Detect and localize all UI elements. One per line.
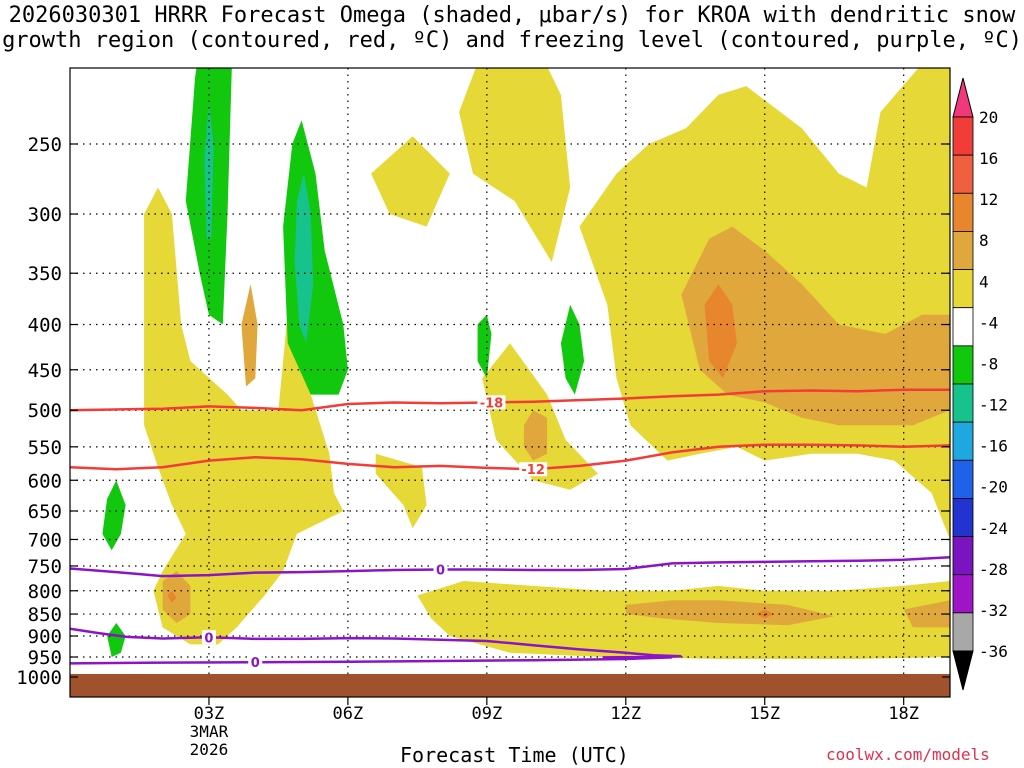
colorbar-swatch-5 <box>952 269 974 309</box>
omega-region-8 <box>162 571 191 623</box>
freezing-level-label-bg-1 <box>201 630 216 645</box>
omega-region-15 <box>167 590 177 603</box>
colorbar-swatch-9 <box>952 421 974 461</box>
colorbar-swatch-11 <box>952 498 974 537</box>
x-tick-label-12Z: 12Z <box>610 704 641 724</box>
colorbar-swatch-6 <box>952 307 974 347</box>
y-tick-label-300: 300 <box>28 204 62 226</box>
colorbar-swatch-14 <box>952 612 974 652</box>
freezing-level-contour-1 <box>70 627 682 659</box>
freezing-level-contour-2 <box>70 656 673 665</box>
y-tick-label-500: 500 <box>28 400 62 422</box>
omega-region-3 <box>459 68 571 263</box>
colorbar-label-2: 12 <box>979 190 998 209</box>
y-tick-label-650: 650 <box>28 501 62 523</box>
colorbar-swatch-7 <box>952 345 974 385</box>
colorbar-label-1: 16 <box>979 149 998 168</box>
colorbar-swatch-13 <box>952 574 974 614</box>
y-tick-label-600: 600 <box>28 470 62 492</box>
omega-region-19 <box>560 304 585 395</box>
colorbar-label-3: 8 <box>979 231 989 250</box>
dgz-contour-1 <box>70 443 950 471</box>
dgz-label-bg-1 <box>519 462 548 477</box>
dgz-label-1: -12 <box>521 463 545 478</box>
omega-region-9 <box>241 284 258 387</box>
omega-region-23 <box>294 173 314 344</box>
omega-region-18 <box>477 314 492 379</box>
y-tick-label-400: 400 <box>28 315 62 337</box>
omega-region-20 <box>102 480 126 551</box>
x-tick-sublabel-1: 2026 <box>190 740 229 759</box>
y-tick-label-450: 450 <box>28 360 62 382</box>
x-tick-label-06Z: 06Z <box>333 704 364 724</box>
colorbar-swatch-12 <box>952 536 974 576</box>
colorbar-label-0: 20 <box>979 108 998 127</box>
colorbar-label-8: -16 <box>979 437 1008 456</box>
omega-region-17 <box>283 120 348 395</box>
colorbar-label-10: -24 <box>979 519 1008 538</box>
site-watermark: coolwx.com/models <box>826 745 990 764</box>
x-axis-title: Forecast Time (UTC) <box>400 743 629 767</box>
omega-region-7 <box>681 226 950 426</box>
freezing-level-label-2: 0 <box>251 656 260 671</box>
freezing-level-label-1: 0 <box>204 631 213 646</box>
y-tick-label-700: 700 <box>28 529 62 551</box>
omega-region-21 <box>107 623 126 657</box>
colorbar-swatch-2 <box>952 154 974 194</box>
omega-region-12 <box>903 600 950 628</box>
omega-region-1 <box>375 453 427 529</box>
y-tick-label-900: 900 <box>28 626 62 648</box>
colorbar-label-5: -4 <box>979 313 998 332</box>
x-tick-label-03Z: 03Z <box>194 704 225 724</box>
freezing-level-label-bg-2 <box>248 655 263 670</box>
colorbar-swatch-4 <box>952 231 974 270</box>
colorbar-top-arrow <box>952 77 974 118</box>
colorbar-label-7: -12 <box>979 396 1008 415</box>
y-tick-label-1000: 1000 <box>16 667 62 689</box>
freezing-level-label-bg-0 <box>433 562 448 577</box>
colorbar-label-9: -20 <box>979 478 1008 497</box>
omega-region-2 <box>371 136 450 227</box>
colorbar-label-4: 4 <box>979 272 989 291</box>
colorbar-bottom-arrow <box>952 650 974 691</box>
y-tick-label-750: 750 <box>28 556 62 578</box>
dgz-label-0: -18 <box>480 396 504 411</box>
y-tick-label-250: 250 <box>28 134 62 156</box>
ground-bar <box>70 674 950 697</box>
omega-region-22 <box>204 103 214 239</box>
dgz-label-bg-0 <box>477 395 506 410</box>
y-tick-label-950: 950 <box>28 647 62 669</box>
freezing-level-contour-0 <box>70 555 950 578</box>
x-tick-label-18Z: 18Z <box>888 704 919 724</box>
colorbar-swatch-10 <box>952 459 974 499</box>
dgz-contour-0 <box>70 388 950 412</box>
colorbar-label-11: -28 <box>979 560 1008 579</box>
chart-title-line-2: growth region (contoured, red, ºC) and f… <box>2 28 1022 53</box>
x-tick-sublabel-0: 3MAR <box>190 722 229 741</box>
x-tick-label-09Z: 09Z <box>471 704 502 724</box>
freezing-level-label-0: 0 <box>436 564 445 579</box>
colorbar-label-13: -36 <box>979 642 1008 661</box>
omega-region-13 <box>704 284 737 379</box>
colorbar-label-6: -8 <box>979 354 998 373</box>
y-tick-label-850: 850 <box>28 604 62 626</box>
colorbar-swatch-3 <box>952 192 974 232</box>
chart-title-line-1: 2026030301 HRRR Forecast Omega (shaded, … <box>8 3 1016 28</box>
omega-region-10 <box>523 410 548 461</box>
colorbar-label-12: -32 <box>979 601 1008 620</box>
plot-frame <box>69 67 951 698</box>
colorbar-swatch-8 <box>952 383 974 423</box>
omega-region-11 <box>625 600 835 626</box>
y-tick-label-350: 350 <box>28 263 62 285</box>
y-tick-label-550: 550 <box>28 437 62 459</box>
y-tick-label-800: 800 <box>28 581 62 603</box>
x-tick-label-15Z: 15Z <box>749 704 780 724</box>
colorbar-swatch-1 <box>952 116 974 156</box>
